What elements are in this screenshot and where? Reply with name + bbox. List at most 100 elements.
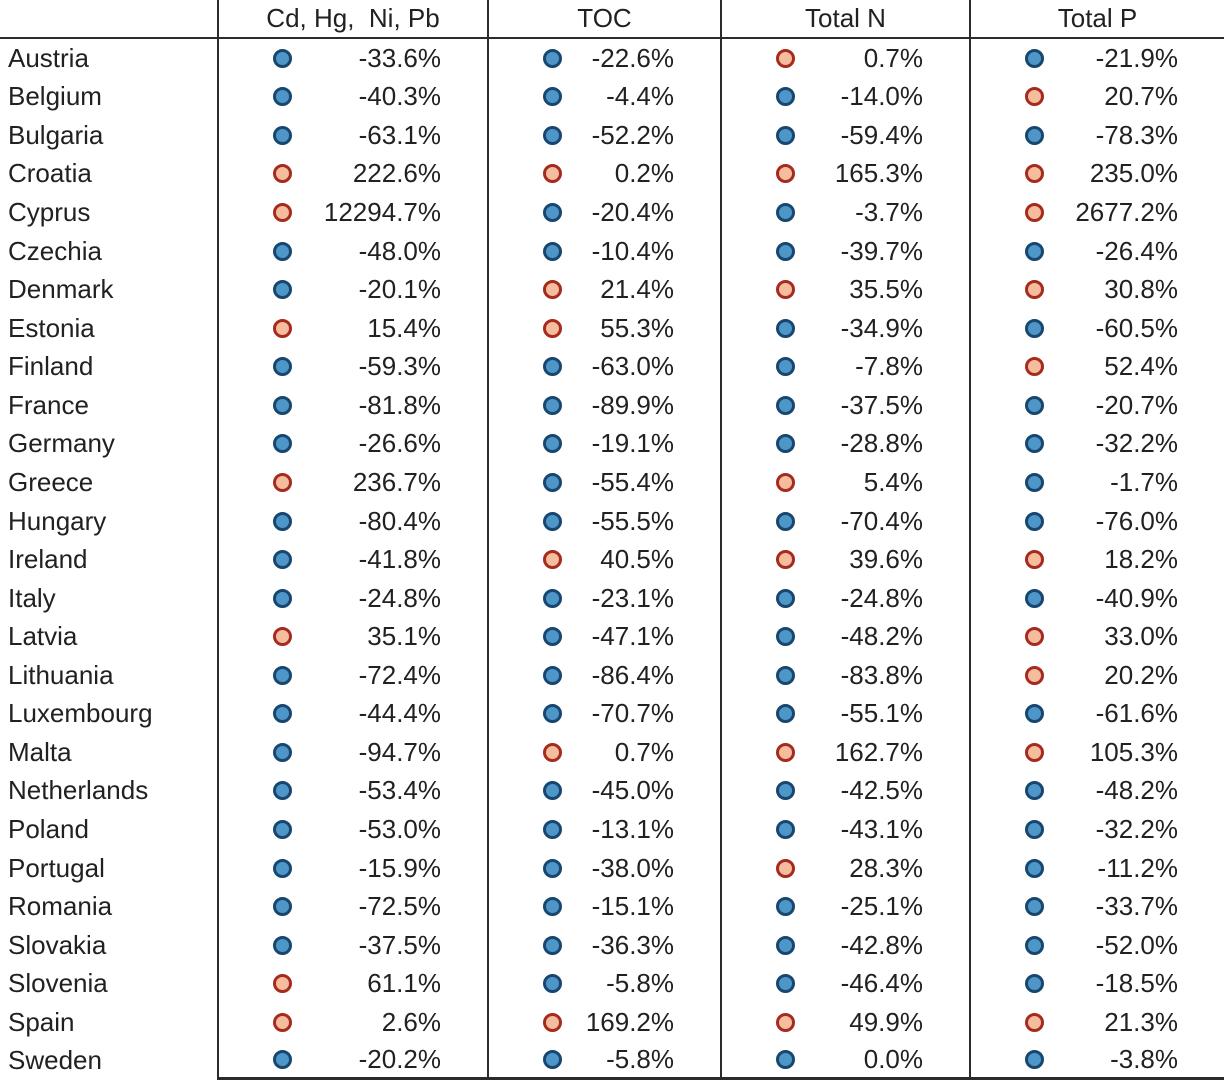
cell-value: -70.7% [591, 698, 674, 729]
decrease-dot-icon [543, 820, 562, 840]
cell-value: -14.0% [840, 81, 923, 112]
trend-cell: -81.8% [217, 386, 487, 425]
decrease-dot-icon [273, 1049, 292, 1069]
increase-dot-icon [543, 164, 562, 184]
trend-cell: -40.9% [969, 578, 1224, 618]
increase-dot-icon [1025, 280, 1044, 300]
cell-value: -32.2% [1095, 814, 1178, 845]
cell-value: -33.6% [358, 42, 441, 73]
trend-cell: -70.7% [487, 694, 720, 734]
trend-cell: 105.3% [969, 733, 1224, 772]
trend-cell: -19.1% [487, 424, 720, 464]
decrease-dot-icon [273, 897, 292, 917]
cell-value: -94.7% [358, 736, 441, 767]
country-label: Slovenia [8, 968, 108, 999]
trend-cell: 35.5% [720, 270, 969, 309]
trend-cell: -89.9% [487, 386, 720, 425]
trend-cell: 18.2% [969, 540, 1224, 579]
trend-cell: -53.0% [217, 810, 487, 849]
cell-value: -20.4% [591, 197, 674, 228]
decrease-dot-icon [273, 858, 292, 878]
cell-value: -11.2% [1097, 852, 1178, 883]
increase-dot-icon [776, 48, 795, 68]
trend-cell: 20.7% [969, 77, 1224, 117]
increase-dot-icon [273, 472, 292, 492]
cell-value: -53.0% [358, 814, 441, 845]
trend-cell: 33.0% [969, 617, 1224, 656]
trend-cell: -37.5% [217, 925, 487, 965]
table-row: Lithuania -72.4% -86.4% -83.8% 20.2% [0, 656, 1224, 695]
cell-value: 18.2% [1104, 544, 1178, 575]
trend-cell: -20.4% [487, 193, 720, 232]
trend-cell: 12294.7% [217, 193, 487, 232]
trend-cell: -14.0% [720, 77, 969, 117]
decrease-dot-icon [543, 935, 562, 955]
decrease-dot-icon [1025, 935, 1044, 955]
decrease-dot-icon [1025, 781, 1044, 801]
country-label: Estonia [8, 312, 95, 343]
decrease-dot-icon [273, 434, 292, 454]
cell-value: 52.4% [1104, 351, 1178, 382]
cell-value: -26.4% [1095, 235, 1178, 266]
cell-value: -38.0% [591, 852, 674, 883]
trend-cell: -15.1% [487, 887, 720, 926]
cell-value: -20.7% [1095, 389, 1178, 420]
increase-dot-icon [543, 1012, 562, 1032]
trend-cell: 235.0% [969, 154, 1224, 194]
cell-value: 21.3% [1104, 1006, 1178, 1037]
trend-cell: 236.7% [217, 463, 487, 502]
decrease-dot-icon [776, 203, 795, 223]
decrease-dot-icon [776, 357, 795, 377]
cell-value: -37.5% [840, 389, 923, 420]
table-row: Austria -33.6% -22.6% 0.7% -21.9% [0, 39, 1224, 78]
trend-cell: -72.4% [217, 656, 487, 695]
increase-dot-icon [1025, 164, 1044, 184]
trend-cell: -38.0% [487, 848, 720, 888]
cell-value: -20.2% [358, 1043, 441, 1074]
trend-cell: -18.5% [969, 964, 1224, 1004]
cell-value: -63.1% [358, 119, 441, 150]
decrease-dot-icon [1025, 241, 1044, 261]
trend-cell: -70.4% [720, 501, 969, 541]
decrease-dot-icon [1025, 897, 1044, 917]
cell-value: 222.6% [352, 158, 441, 189]
decrease-dot-icon [776, 318, 795, 338]
table-row: Croatia 222.6% 0.2% 165.3% 235.0% [0, 154, 1224, 194]
decrease-dot-icon [1025, 1049, 1044, 1069]
cell-value: -18.5% [1095, 968, 1178, 999]
table-row: Ireland -41.8% 40.5% 39.6% 18.2% [0, 540, 1224, 579]
increase-dot-icon [273, 627, 292, 647]
cell-value: -5.8% [606, 1043, 674, 1074]
cell-value: -33.7% [1095, 891, 1178, 922]
trend-cell: 2677.2% [969, 193, 1224, 232]
trend-cell: 52.4% [969, 347, 1224, 387]
cell-value: -40.9% [1095, 582, 1178, 613]
country-label: Ireland [8, 544, 88, 575]
country-label: Belgium [8, 81, 102, 112]
trend-cell: -60.5% [969, 308, 1224, 348]
trend-cell: -48.2% [720, 617, 969, 656]
decrease-dot-icon [543, 588, 562, 608]
decrease-dot-icon [776, 897, 795, 917]
table-row: Malta -94.7% 0.7% 162.7% 105.3% [0, 733, 1224, 772]
cell-value: -36.3% [591, 929, 674, 960]
trend-cell: 39.6% [720, 540, 969, 579]
country-label: Slovakia [8, 929, 107, 960]
increase-dot-icon [273, 318, 292, 338]
decrease-dot-icon [273, 935, 292, 955]
decrease-dot-icon [543, 704, 562, 724]
cell-value: -46.4% [840, 968, 923, 999]
trend-cell: -43.1% [720, 810, 969, 849]
decrease-dot-icon [1025, 704, 1044, 724]
trend-cell: -52.0% [969, 925, 1224, 965]
table-row: Romania -72.5% -15.1% -25.1% -33.7% [0, 887, 1224, 926]
country-label: Croatia [8, 158, 92, 189]
decrease-dot-icon [776, 1049, 795, 1069]
trend-cell: -32.2% [969, 810, 1224, 849]
cell-value: 40.5% [600, 544, 674, 575]
country-label: Austria [8, 42, 89, 73]
decrease-dot-icon [273, 550, 292, 570]
cell-value: -21.9% [1095, 42, 1178, 73]
increase-dot-icon [543, 318, 562, 338]
table-row: Finland -59.3% -63.0% -7.8% 52.4% [0, 347, 1224, 387]
